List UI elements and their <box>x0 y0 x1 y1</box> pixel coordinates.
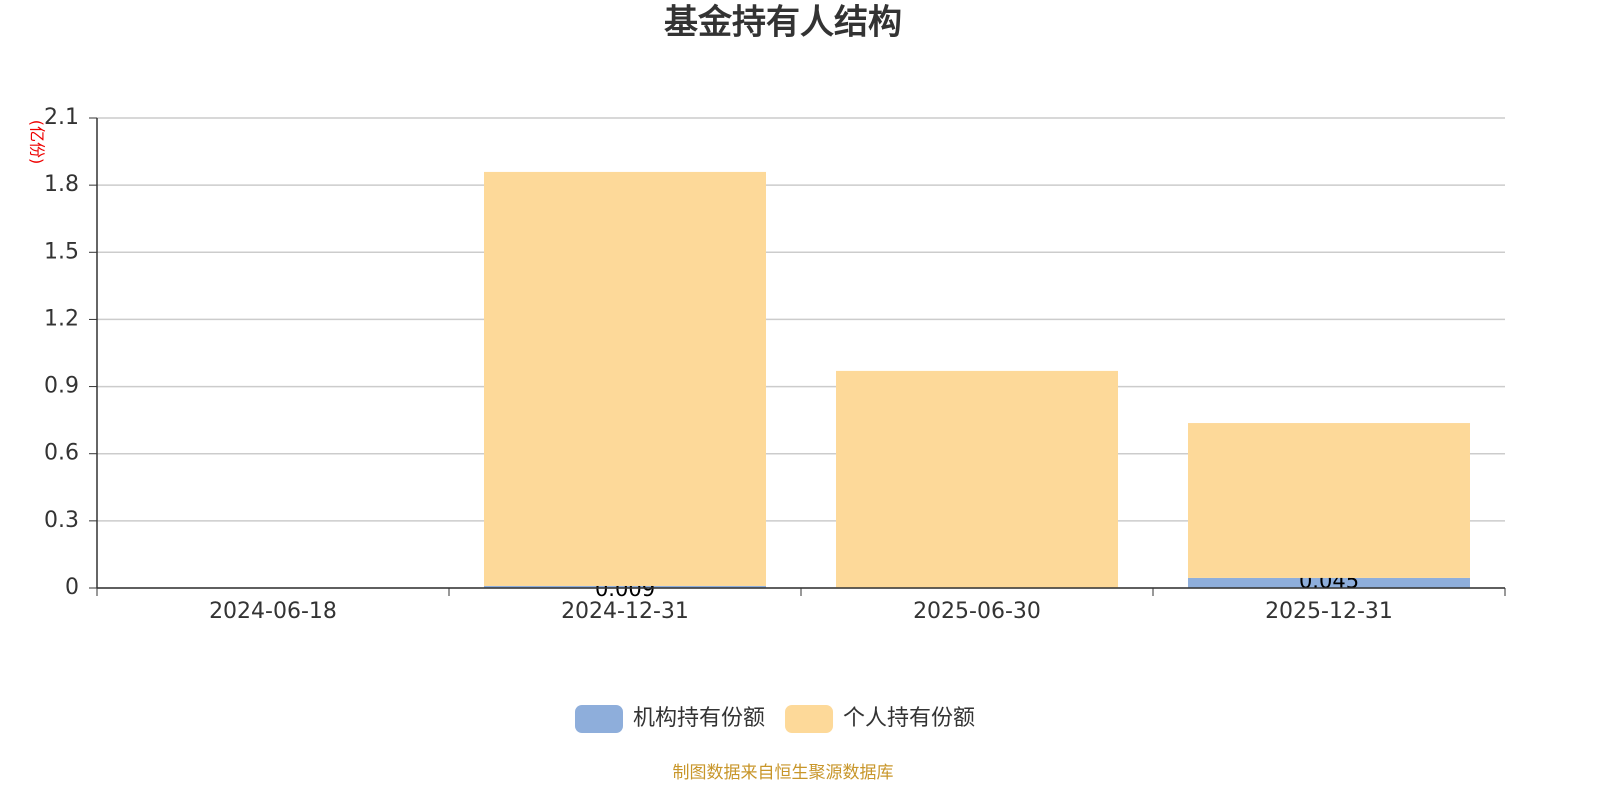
y-tick-label: 0.6 <box>44 441 79 466</box>
bar-segment <box>836 370 1118 588</box>
bar-segment <box>484 171 766 586</box>
y-tick-label: 0 <box>65 575 79 600</box>
legend-swatch <box>575 705 623 733</box>
source-note: 制图数据来自恒生聚源数据库 <box>673 763 894 783</box>
y-tick-label: 1.5 <box>44 239 79 264</box>
legend-label: 个人持有份额 <box>843 706 975 731</box>
legend-label: 机构持有份额 <box>633 706 765 731</box>
x-tick-label: 2024-06-18 <box>209 599 337 624</box>
bar-segment <box>1188 423 1470 578</box>
x-tick-label: 2025-12-31 <box>1265 599 1393 624</box>
x-tick-label: 2025-06-30 <box>913 599 1041 624</box>
y-tick-label: 0.9 <box>44 374 79 399</box>
x-tick-label: 2024-12-31 <box>561 599 689 624</box>
y-tick-label: 1.8 <box>44 172 79 197</box>
y-unit: (亿份) <box>28 120 47 165</box>
bar-segment <box>484 585 766 588</box>
chart-title: 基金持有人结构 <box>664 3 902 43</box>
y-tick-label: 1.2 <box>44 306 79 331</box>
y-tick-label: 0.3 <box>44 508 79 533</box>
bar-segment <box>1188 577 1470 588</box>
y-tick-label: 2.1 <box>44 105 79 130</box>
legend-swatch <box>785 705 834 733</box>
